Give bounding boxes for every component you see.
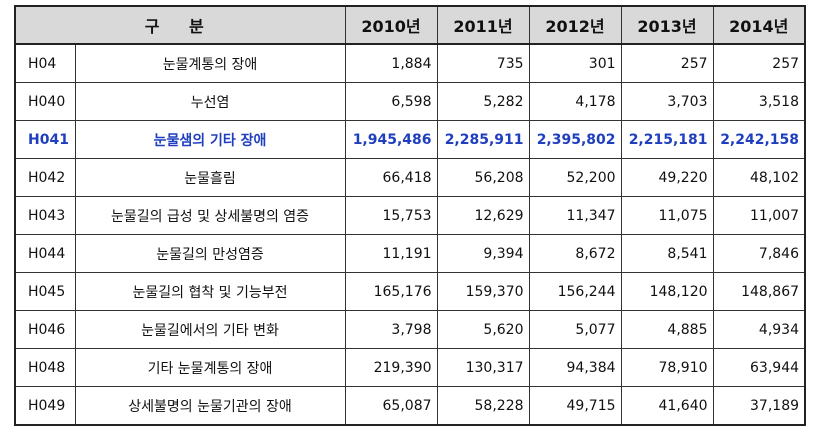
row-value-cell: 4,934 xyxy=(712,310,806,349)
row-value-cell: 11,007 xyxy=(712,196,806,235)
row-value-cell: 3,798 xyxy=(344,310,438,349)
row-value-cell: 58,228 xyxy=(436,386,530,426)
row-value-cell: 1,884 xyxy=(344,43,438,83)
row-value-cell: 15,753 xyxy=(344,196,438,235)
table-row: H043 눈물길의 급성 및 상세불명의 염증 15,753 12,629 11,347… xyxy=(14,196,806,235)
row-value-cell: 8,541 xyxy=(620,234,714,273)
row-value-cell: 165,176 xyxy=(344,272,438,311)
row-code-cell: H049 xyxy=(14,386,76,426)
row-code-cell: H040 xyxy=(14,82,76,121)
row-value-cell: 78,910 xyxy=(620,348,714,387)
row-value-cell: 5,077 xyxy=(528,310,622,349)
row-name-cell: 눈물계통의 장애 xyxy=(74,43,346,83)
row-code-cell: H043 xyxy=(14,196,76,235)
row-value-cell: 148,867 xyxy=(712,272,806,311)
row-value-cell: 12,629 xyxy=(436,196,530,235)
table-row: H040 누선염 6,598 5,282 4,178 3,703 3,518 xyxy=(14,82,806,121)
row-value-cell: 301 xyxy=(528,43,622,83)
header-year-2013: 2013년 xyxy=(620,5,714,45)
row-value-cell: 9,394 xyxy=(436,234,530,273)
row-value-cell: 66,418 xyxy=(344,158,438,197)
row-code-cell: H041 xyxy=(14,120,76,159)
row-value-cell: 2,215,181 xyxy=(620,120,714,159)
row-value-cell: 7,846 xyxy=(712,234,806,273)
row-name-cell: 눈물흘림 xyxy=(74,158,346,197)
header-year-2011: 2011년 xyxy=(436,5,530,45)
row-value-cell: 8,672 xyxy=(528,234,622,273)
row-name-cell: 눈물길의 급성 및 상세불명의 염증 xyxy=(74,196,346,235)
row-code-cell: H046 xyxy=(14,310,76,349)
row-value-cell: 735 xyxy=(436,43,530,83)
row-value-cell: 156,244 xyxy=(528,272,622,311)
table-row: H04 눈물계통의 장애 1,884 735 301 257 257 xyxy=(14,43,806,83)
row-value-cell: 3,518 xyxy=(712,82,806,121)
row-value-cell: 63,944 xyxy=(712,348,806,387)
row-name-cell: 누선염 xyxy=(74,82,346,121)
row-value-cell: 56,208 xyxy=(436,158,530,197)
row-value-cell: 1,945,486 xyxy=(344,120,438,159)
row-code-cell: H045 xyxy=(14,272,76,311)
row-value-cell: 5,620 xyxy=(436,310,530,349)
row-value-cell: 41,640 xyxy=(620,386,714,426)
row-code-cell: H044 xyxy=(14,234,76,273)
row-value-cell: 6,598 xyxy=(344,82,438,121)
row-value-cell: 49,715 xyxy=(528,386,622,426)
row-value-cell: 52,200 xyxy=(528,158,622,197)
header-year-2012: 2012년 xyxy=(528,5,622,45)
row-value-cell: 4,885 xyxy=(620,310,714,349)
row-value-cell: 2,395,802 xyxy=(528,120,622,159)
row-value-cell: 257 xyxy=(620,43,714,83)
row-name-cell: 상세불명의 눈물기관의 장애 xyxy=(74,386,346,426)
row-name-cell: 눈물길에서의 기타 변화 xyxy=(74,310,346,349)
row-value-cell: 4,178 xyxy=(528,82,622,121)
row-code-cell: H042 xyxy=(14,158,76,197)
row-value-cell: 2,242,158 xyxy=(712,120,806,159)
table-row: H041 눈물샘의 기타 장애 1,945,486 2,285,911 2,395,80… xyxy=(14,120,806,159)
row-value-cell: 48,102 xyxy=(712,158,806,197)
row-value-cell: 219,390 xyxy=(344,348,438,387)
header-year-2010: 2010년 xyxy=(344,5,438,45)
statistics-table-container: 구 분 2010년 2011년 2012년 2013년 2014년 H04 눈물계… xyxy=(14,5,807,426)
row-value-cell: 3,703 xyxy=(620,82,714,121)
table-row: H046 눈물길에서의 기타 변화 3,798 5,620 5,077 4,885 4,93… xyxy=(14,310,806,349)
row-value-cell: 2,285,911 xyxy=(436,120,530,159)
row-value-cell: 37,189 xyxy=(712,386,806,426)
row-value-cell: 257 xyxy=(712,43,806,83)
table-row: H049 상세불명의 눈물기관의 장애 65,087 58,228 49,715 41,6… xyxy=(14,386,806,426)
row-code-cell: H048 xyxy=(14,348,76,387)
row-value-cell: 5,282 xyxy=(436,82,530,121)
row-value-cell: 130,317 xyxy=(436,348,530,387)
row-name-cell: 눈물길의 만성염증 xyxy=(74,234,346,273)
table-row: H048 기타 눈물계통의 장애 219,390 130,317 94,384 78,91… xyxy=(14,348,806,387)
row-value-cell: 11,075 xyxy=(620,196,714,235)
row-value-cell: 49,220 xyxy=(620,158,714,197)
header-category: 구 분 xyxy=(14,5,346,45)
table-row: H042 눈물흘림 66,418 56,208 52,200 49,220 48,102 xyxy=(14,158,806,197)
row-name-cell: 기타 눈물계통의 장애 xyxy=(74,348,346,387)
row-value-cell: 159,370 xyxy=(436,272,530,311)
row-value-cell: 11,347 xyxy=(528,196,622,235)
row-name-cell: 눈물샘의 기타 장애 xyxy=(74,120,346,159)
row-name-cell: 눈물길의 협착 및 기능부전 xyxy=(74,272,346,311)
row-code-cell: H04 xyxy=(14,43,76,83)
table-row: H044 눈물길의 만성염증 11,191 9,394 8,672 8,541 7,846 xyxy=(14,234,806,273)
row-value-cell: 94,384 xyxy=(528,348,622,387)
row-value-cell: 148,120 xyxy=(620,272,714,311)
table-row: H045 눈물길의 협착 및 기능부전 165,176 159,370 156,244 1… xyxy=(14,272,806,311)
header-year-2014: 2014년 xyxy=(712,5,806,45)
table-header-row: 구 분 2010년 2011년 2012년 2013년 2014년 xyxy=(14,5,806,45)
row-value-cell: 11,191 xyxy=(344,234,438,273)
row-value-cell: 65,087 xyxy=(344,386,438,426)
statistics-table: 구 분 2010년 2011년 2012년 2013년 2014년 H04 눈물계… xyxy=(14,5,807,426)
